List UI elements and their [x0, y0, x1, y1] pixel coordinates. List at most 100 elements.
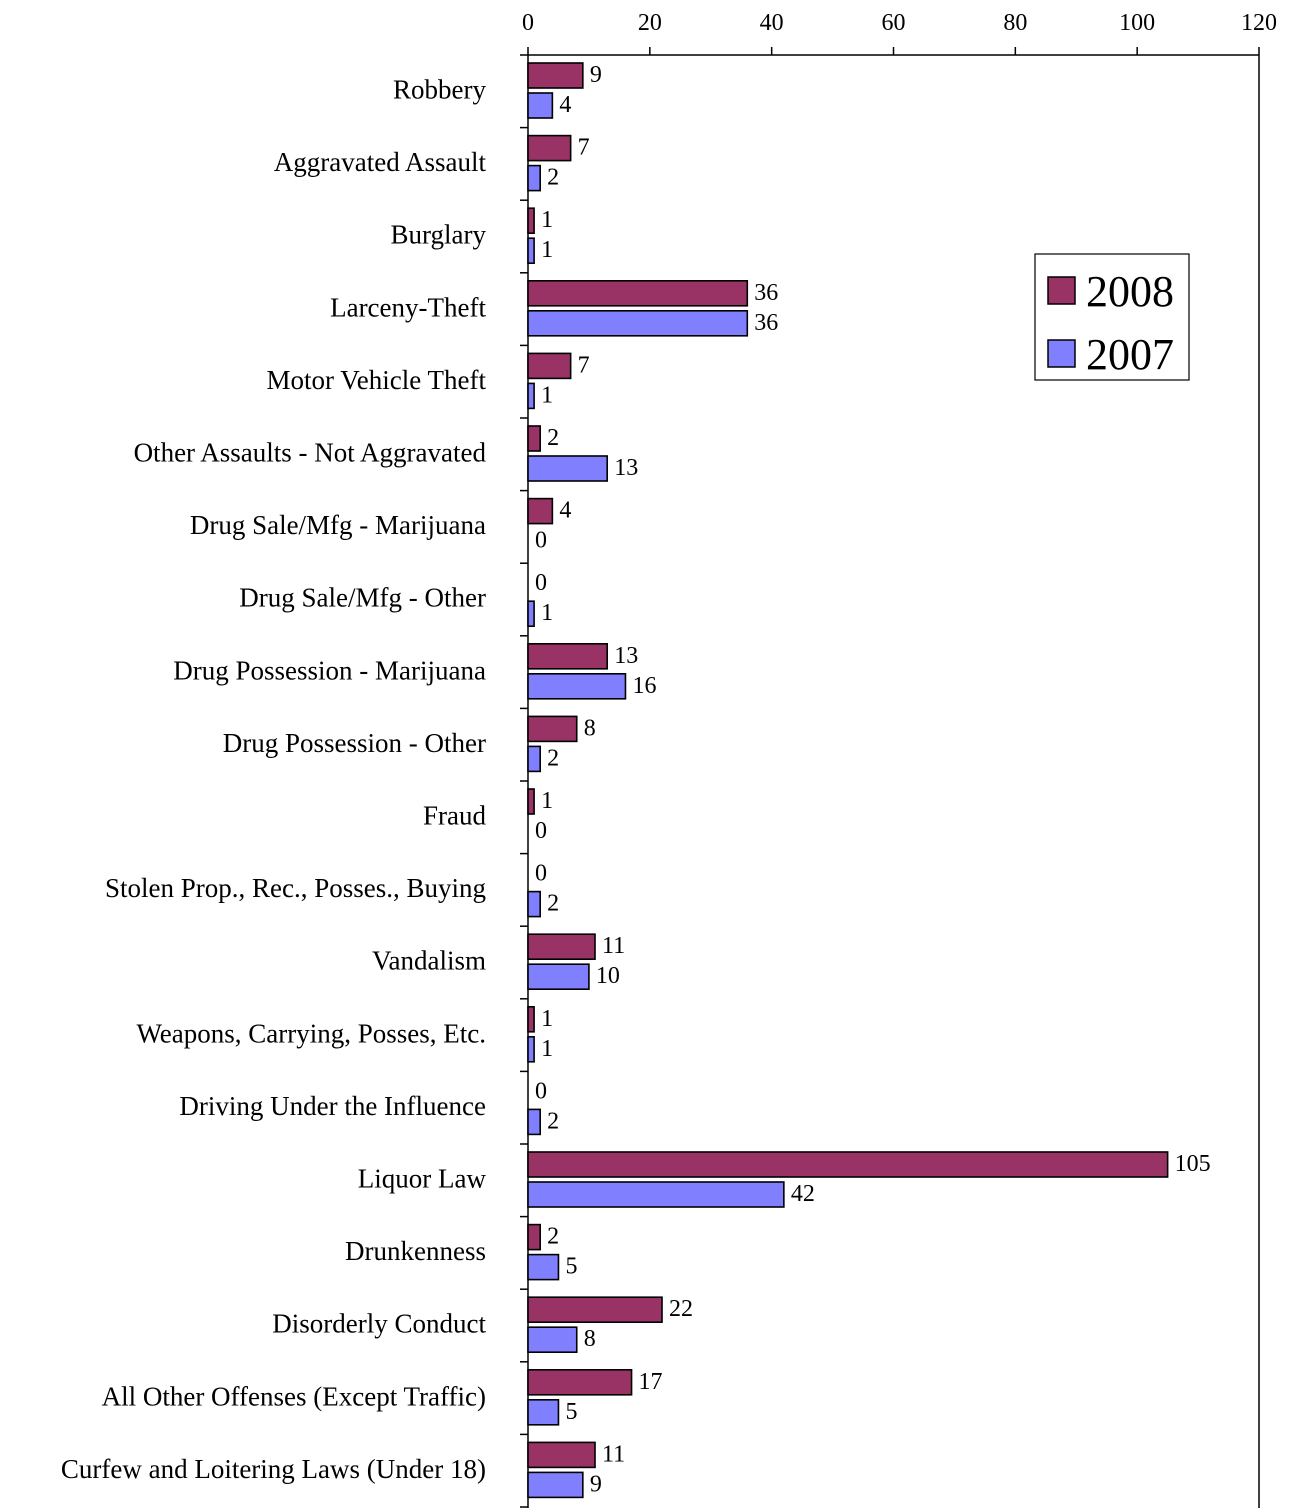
data-label-2008: 8 — [584, 715, 596, 741]
data-label-2008: 105 — [1175, 1151, 1211, 1177]
data-label-2007: 4 — [559, 92, 571, 118]
bar-2007 — [527, 382, 535, 410]
bar-2008 — [527, 497, 554, 525]
data-label-2007: 2 — [547, 745, 559, 771]
bar-2007 — [527, 1471, 584, 1499]
data-label-2007: 0 — [535, 818, 547, 844]
data-label-2008: 2 — [547, 1224, 559, 1250]
bar-2007 — [527, 309, 749, 337]
data-label-2008: 1 — [541, 788, 553, 814]
bar-2008 — [527, 279, 749, 307]
category-label: Larceny-Theft — [330, 292, 486, 322]
bar-2008 — [527, 207, 535, 234]
bar-2008 — [527, 642, 608, 670]
legend: 2008 2007 — [1034, 253, 1190, 381]
data-label-2008: 9 — [590, 62, 602, 88]
bar-2008 — [527, 1369, 633, 1396]
category-label: Motor Vehicle Theft — [267, 365, 487, 395]
bar-2007 — [527, 1181, 785, 1208]
data-label-2008: 0 — [535, 570, 547, 596]
bar-2007 — [527, 1399, 560, 1426]
category-label: Curfew and Loitering Laws (Under 18) — [61, 1454, 486, 1484]
category-label: Other Assaults - Not Aggravated — [134, 438, 487, 468]
data-label-2008: 36 — [754, 280, 778, 306]
data-label-2007: 1 — [541, 237, 553, 263]
bar-2008 — [527, 1005, 535, 1033]
legend-swatch-2008 — [1047, 276, 1076, 305]
bar-2008 — [527, 1223, 541, 1251]
data-label-2008: 2 — [547, 425, 559, 451]
category-label: Liquor Law — [358, 1164, 487, 1194]
x-tick-label-100: 100 — [1119, 10, 1155, 36]
bar-2008 — [527, 933, 596, 961]
category-label: Aggravated Assault — [274, 147, 487, 177]
category-label: Stolen Prop., Rec., Posses., Buying — [105, 873, 486, 903]
x-tick-label-20: 20 — [638, 10, 662, 36]
data-label-2008: 7 — [578, 352, 590, 378]
x-tick-label-120: 120 — [1241, 10, 1277, 36]
category-label: Disorderly Conduct — [272, 1309, 486, 1339]
bar-2007 — [527, 745, 541, 773]
category-label: Drug Possession - Other — [223, 728, 486, 758]
category-label: All Other Offenses (Except Traffic) — [102, 1381, 486, 1411]
data-label-2007: 5 — [565, 1399, 577, 1425]
bar-2007 — [527, 164, 541, 192]
bar-2007 — [527, 890, 541, 918]
x-tick-label-80: 80 — [1003, 10, 1027, 36]
data-label-2007: 0 — [535, 528, 547, 554]
bar-2007 — [527, 1253, 560, 1281]
data-label-2007: 9 — [590, 1471, 602, 1497]
bar-2008 — [527, 134, 572, 162]
bar-2007 — [527, 237, 535, 264]
data-label-2007: 13 — [614, 455, 638, 481]
data-label-2008: 1 — [541, 207, 553, 233]
labels-layer: Robbery Aggravated Assault Burglary Larceny… — [61, 62, 1211, 1497]
data-label-2007: 2 — [547, 1108, 559, 1134]
bar-2007 — [527, 963, 590, 991]
bar-2007 — [527, 1108, 541, 1136]
data-label-2008: 1 — [541, 1006, 553, 1032]
category-label: Robbery — [393, 75, 486, 105]
data-label-2008: 13 — [614, 643, 638, 669]
category-label: Weapons, Carrying, Posses, Etc. — [136, 1018, 486, 1048]
bar-2008 — [527, 352, 572, 380]
data-label-2008: 17 — [639, 1369, 663, 1395]
bar-2008 — [527, 1151, 1169, 1178]
data-label-2007: 10 — [596, 963, 620, 989]
data-label-2008: 11 — [602, 933, 625, 959]
bar-2007 — [527, 672, 627, 700]
legend-label-2007: 2007 — [1086, 330, 1174, 379]
data-label-2007: 42 — [791, 1181, 815, 1207]
data-label-2007: 1 — [541, 600, 553, 626]
data-label-2007: 2 — [547, 891, 559, 917]
bar-2007 — [527, 600, 535, 628]
bar-2008 — [527, 788, 535, 815]
data-label-2007: 5 — [565, 1254, 577, 1280]
category-label: Fraud — [423, 801, 486, 831]
axis-layer: 0 20 40 60 80 100 120 — [520, 10, 1277, 1508]
data-label-2008: 22 — [669, 1296, 693, 1322]
category-label: Burglary — [391, 220, 487, 250]
bar-2007 — [527, 1326, 578, 1353]
data-label-2007: 36 — [754, 310, 778, 336]
legend-swatch-2007 — [1047, 339, 1076, 368]
bar-2008 — [527, 62, 584, 89]
data-label-2008: 0 — [535, 861, 547, 887]
category-label: Drug Possession - Marijuana — [173, 655, 486, 685]
bar-2007 — [527, 1036, 535, 1063]
bar-2008 — [527, 1441, 596, 1469]
data-label-2007: 8 — [584, 1326, 596, 1352]
data-label-2007: 1 — [541, 382, 553, 408]
legend-label-2008: 2008 — [1086, 267, 1174, 316]
data-label-2007: 2 — [547, 165, 559, 191]
x-tick-label-60: 60 — [882, 10, 906, 36]
bar-2008 — [527, 715, 578, 743]
category-label: Drug Sale/Mfg - Marijuana — [190, 510, 486, 540]
x-tick-label-0: 0 — [522, 10, 534, 36]
category-label: Drug Sale/Mfg - Other — [239, 583, 486, 613]
data-label-2008: 7 — [578, 135, 590, 161]
data-label-2008: 4 — [559, 498, 571, 524]
category-label: Vandalism — [372, 946, 486, 976]
data-label-2008: 0 — [535, 1078, 547, 1104]
